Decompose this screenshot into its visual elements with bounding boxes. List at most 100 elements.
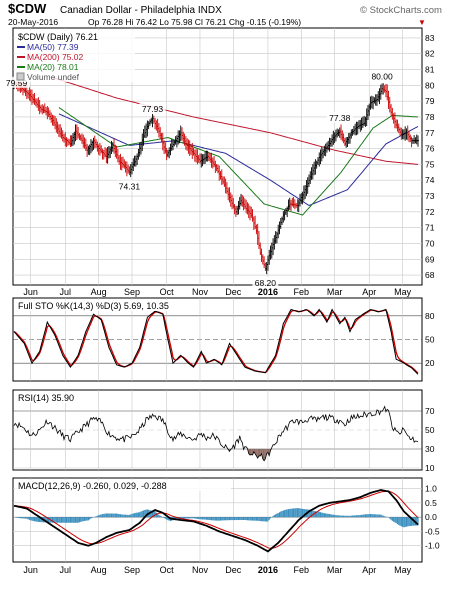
macd-histogram-bar — [216, 517, 217, 520]
price-tick-label: 71 — [425, 223, 435, 233]
macd-histogram-bar — [140, 512, 141, 518]
macd-histogram-bar — [381, 515, 382, 517]
price-tick-label: 78 — [425, 112, 435, 122]
macd-histogram-bar — [78, 517, 79, 523]
macd-histogram-bar — [246, 517, 247, 520]
macd-histogram-bar — [242, 517, 243, 520]
macd-histogram-bar — [207, 517, 208, 520]
macd-histogram-bar — [158, 515, 159, 517]
macd-histogram-bar — [74, 517, 75, 523]
macd-histogram-bar — [189, 517, 190, 518]
sto-tick-label: 80 — [425, 311, 435, 321]
macd-histogram-bar — [187, 517, 188, 518]
rsi-tick-label: 50 — [425, 425, 435, 435]
price-tick-label: 83 — [425, 33, 435, 43]
macd-histogram-bar — [392, 517, 393, 521]
macd-histogram-bar — [343, 516, 344, 517]
macd-histogram-bar — [95, 516, 96, 517]
macd-histogram-bar — [22, 517, 23, 518]
macd-histogram-bar — [379, 515, 380, 518]
x-tick-label: Jun — [23, 287, 38, 297]
macd-histogram-bar — [243, 517, 244, 520]
macd-histogram-bar — [240, 517, 241, 520]
macd-histogram-bar — [197, 517, 198, 519]
macd-histogram-bar — [56, 517, 57, 523]
macd-histogram-bar — [106, 513, 107, 517]
macd-histogram-bar — [213, 517, 214, 520]
macd-histogram-bar — [373, 514, 374, 517]
macd-histogram-bar — [26, 517, 27, 519]
macd-histogram-bar — [80, 517, 81, 522]
x-tick-label: Sep — [124, 565, 140, 575]
macd-histogram-bar — [233, 517, 234, 520]
macd-histogram-bar — [122, 515, 123, 518]
macd-histogram-bar — [76, 517, 77, 523]
price-tick-label: 79 — [425, 96, 435, 106]
x-tick-label: Jun — [23, 565, 38, 575]
x-tick-label: May — [394, 287, 412, 297]
macd-histogram-bar — [337, 515, 338, 517]
price-annotation: 77.38 — [329, 113, 351, 123]
macd-histogram-bar — [97, 516, 98, 517]
macd-histogram-bar — [284, 510, 285, 517]
legend-volume-label: Volume undef — [27, 72, 80, 82]
macd-histogram-bar — [370, 514, 371, 517]
macd-histogram-bar — [383, 516, 384, 517]
macd-histogram-bar — [138, 512, 139, 517]
macd-histogram-bar — [346, 516, 347, 517]
rsi-oversold-segment — [259, 449, 260, 456]
macd-histogram-bar — [62, 517, 63, 523]
macd-histogram-bar — [263, 517, 264, 521]
macd-histogram-bar — [35, 517, 36, 521]
macd-histogram-bar — [87, 517, 88, 520]
macd-histogram-bar — [102, 514, 103, 517]
macd-histogram-bar — [258, 517, 259, 521]
macd-histogram-bar — [98, 515, 99, 517]
macd-histogram-bar — [352, 516, 353, 518]
x-tick-label: Feb — [294, 565, 310, 575]
macd-histogram-bar — [353, 515, 354, 517]
macd-histogram-bar — [38, 517, 39, 522]
macd-histogram-bar — [274, 515, 275, 517]
macd-histogram-bar — [112, 514, 113, 518]
macd-histogram-bar — [238, 517, 239, 520]
macd-histogram-bar — [287, 509, 288, 517]
macd-histogram-bar — [270, 517, 271, 518]
macd-histogram-bar — [166, 517, 167, 519]
macd-histogram-bar — [328, 514, 329, 517]
x-tick-label: Apr — [362, 565, 376, 575]
macd-histogram-bar — [321, 513, 322, 518]
macd-histogram-bar — [163, 517, 164, 518]
macd-histogram-bar — [104, 514, 105, 518]
macd-histogram-bar — [188, 517, 189, 518]
instrument-name: Canadian Dollar - Philadelphia INDX — [60, 5, 222, 16]
macd-histogram-bar — [128, 515, 129, 517]
x-tick-label: Oct — [160, 565, 175, 575]
macd-histogram-bar — [279, 512, 280, 517]
macd-histogram-bar — [322, 513, 323, 517]
macd-histogram-bar — [281, 511, 282, 517]
x-tick-label: Feb — [294, 287, 310, 297]
macd-histogram-bar — [165, 517, 166, 519]
macd-histogram-bar — [405, 517, 406, 527]
macd-histogram-bar — [108, 513, 109, 517]
macd-histogram-bar — [210, 517, 211, 520]
brand-label: © StockCharts.com — [360, 5, 442, 16]
macd-histogram-bar — [356, 515, 357, 517]
macd-histogram-bar — [380, 515, 381, 518]
macd-histogram-bar — [251, 517, 252, 520]
x-tick-label: Jul — [60, 287, 72, 297]
macd-histogram-bar — [120, 514, 121, 517]
sto-title: Full STO %K(14,3) %D(3) 5.69, 10.35 — [18, 301, 169, 311]
macd-histogram-bar — [293, 508, 294, 517]
macd-histogram-bar — [389, 517, 390, 518]
macd-histogram-bar — [194, 517, 195, 518]
macd-histogram-bar — [198, 517, 199, 519]
macd-histogram-bar — [403, 517, 404, 527]
macd-histogram-bar — [408, 517, 409, 526]
macd-histogram-bar — [267, 517, 268, 521]
macd-histogram-bar — [139, 512, 140, 517]
macd-histogram-bar — [134, 513, 135, 517]
macd-histogram-bar — [192, 517, 193, 518]
